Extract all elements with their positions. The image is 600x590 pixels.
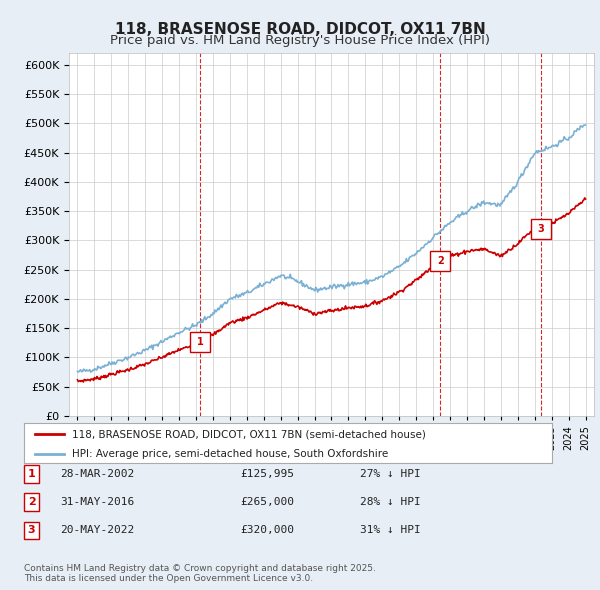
Text: 28-MAR-2002: 28-MAR-2002 (60, 469, 134, 478)
FancyBboxPatch shape (24, 465, 39, 483)
Text: 118, BRASENOSE ROAD, DIDCOT, OX11 7BN: 118, BRASENOSE ROAD, DIDCOT, OX11 7BN (115, 22, 485, 37)
Text: 31-MAY-2016: 31-MAY-2016 (60, 497, 134, 507)
Text: HPI: Average price, semi-detached house, South Oxfordshire: HPI: Average price, semi-detached house,… (71, 450, 388, 460)
Text: £320,000: £320,000 (240, 526, 294, 535)
Text: 28% ↓ HPI: 28% ↓ HPI (360, 497, 421, 507)
Text: £125,995: £125,995 (240, 469, 294, 478)
Text: Price paid vs. HM Land Registry's House Price Index (HPI): Price paid vs. HM Land Registry's House … (110, 34, 490, 47)
Text: 1: 1 (197, 337, 203, 347)
Text: 3: 3 (538, 224, 545, 234)
Text: 27% ↓ HPI: 27% ↓ HPI (360, 469, 421, 478)
Text: 118, BRASENOSE ROAD, DIDCOT, OX11 7BN (semi-detached house): 118, BRASENOSE ROAD, DIDCOT, OX11 7BN (s… (71, 430, 425, 440)
FancyBboxPatch shape (24, 493, 39, 511)
Text: 1: 1 (28, 469, 35, 478)
Text: 3: 3 (28, 526, 35, 535)
Text: 2: 2 (28, 497, 35, 507)
Text: 2: 2 (437, 256, 443, 266)
FancyBboxPatch shape (24, 522, 39, 539)
Text: £265,000: £265,000 (240, 497, 294, 507)
Text: Contains HM Land Registry data © Crown copyright and database right 2025.
This d: Contains HM Land Registry data © Crown c… (24, 563, 376, 583)
Text: 31% ↓ HPI: 31% ↓ HPI (360, 526, 421, 535)
Text: 20-MAY-2022: 20-MAY-2022 (60, 526, 134, 535)
